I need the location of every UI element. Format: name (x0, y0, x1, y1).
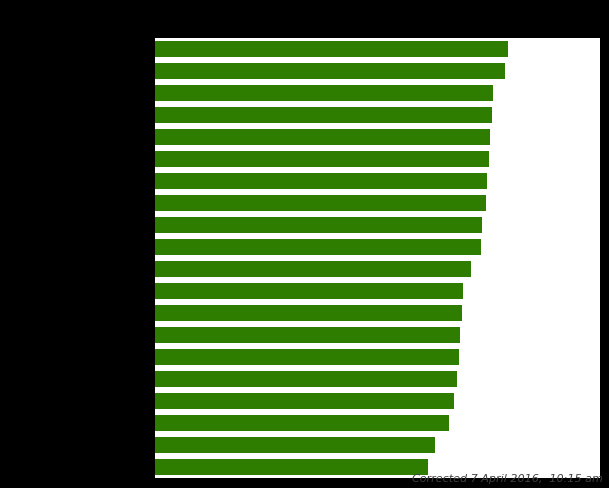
Bar (155, 86, 493, 102)
Text: Corrected 7 April 2016,  10:15 am: Corrected 7 April 2016, 10:15 am (412, 473, 603, 483)
Bar (155, 284, 463, 300)
Bar (155, 152, 488, 168)
Bar (155, 371, 457, 387)
Bar (155, 262, 471, 278)
Bar (155, 64, 505, 80)
Bar (155, 393, 454, 409)
Bar (155, 415, 449, 431)
Bar (155, 196, 485, 212)
Bar (155, 240, 481, 256)
Bar (155, 174, 487, 190)
Bar (155, 327, 460, 344)
Bar (155, 459, 428, 475)
Bar (155, 42, 508, 58)
Bar (155, 108, 492, 124)
Bar (155, 305, 462, 322)
Bar (155, 349, 459, 366)
Bar (155, 218, 482, 234)
Bar (155, 130, 490, 146)
Bar (155, 437, 435, 453)
